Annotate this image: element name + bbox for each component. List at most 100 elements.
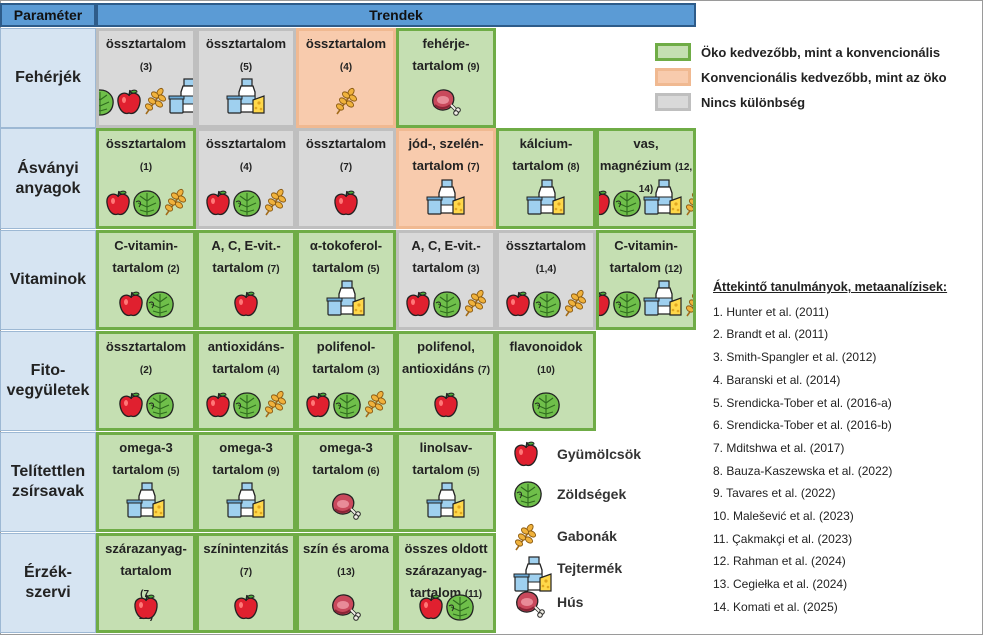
legend-swatch-conv xyxy=(655,68,691,86)
apple-icon xyxy=(599,189,611,222)
cell-icons xyxy=(399,480,493,525)
row-label: Érzék- szervi xyxy=(0,533,96,633)
trend-cell-eco: flavonoidok (10) xyxy=(496,331,596,431)
cell-reference: (5) xyxy=(239,62,253,74)
cell-reference: (13) xyxy=(337,567,355,579)
cell-icons xyxy=(199,76,293,121)
cell-icons xyxy=(99,76,193,121)
trend-cell-none: össztartalom (1,4) xyxy=(496,230,596,330)
cell-text: antioxidáns- tartalom (4) xyxy=(199,336,293,380)
dairy-icon xyxy=(526,177,566,222)
cell-text: össztartalom (3) xyxy=(99,33,193,77)
apple-icon xyxy=(116,88,142,121)
cell-text: vas, magnézium (12, 14) xyxy=(599,133,693,199)
parameter-header: Paraméter xyxy=(0,3,96,27)
cell-reference: (7) xyxy=(339,162,353,174)
trend-cell-conv: össztartalom (4) xyxy=(296,28,396,128)
icon-legend-label: Zöldségek xyxy=(557,486,627,502)
reference-item: 10. Malešević et al. (2023) xyxy=(713,509,854,524)
cell-text: össztartalom (1) xyxy=(99,133,193,177)
wheat-icon xyxy=(563,288,587,323)
cell-text: omega-3 tartalom (9) xyxy=(199,437,293,481)
row-label: Fito- vegyületek xyxy=(0,331,96,431)
cabbage-icon xyxy=(432,290,462,323)
cell-parameter: α-tokoferol- tartalom xyxy=(309,238,383,276)
cell-text: A, C, E-vit.- tartalom (7) xyxy=(199,235,293,279)
cell-reference: (5) xyxy=(467,466,480,478)
trend-cell-eco: C-vitamin- tartalom (2) xyxy=(96,230,196,330)
apple-icon xyxy=(305,391,331,424)
reference-title: Áttekintő tanulmányok, metaanalízisek: xyxy=(713,280,948,294)
cell-reference: (10) xyxy=(537,365,555,377)
trend-cell-none: össztartalom (3) xyxy=(96,28,196,128)
reference-item: 1. Hunter et al. (2011) xyxy=(713,304,829,319)
cell-parameter: össztartalom xyxy=(305,136,387,151)
cell-parameter: antioxidáns- tartalom xyxy=(207,339,285,377)
cell-icons xyxy=(499,288,593,323)
cell-parameter: szárazanyag- tartalom xyxy=(105,541,187,579)
cabbage-icon xyxy=(332,391,362,424)
apple-icon xyxy=(418,593,444,626)
cell-icons xyxy=(199,187,293,222)
wheat-icon xyxy=(163,187,187,222)
cell-icons xyxy=(99,480,193,525)
reference-item: 5. Srendicka-Tober et al. (2016-a) xyxy=(713,395,892,410)
cell-reference: (11) xyxy=(464,589,483,601)
cabbage-icon xyxy=(513,480,543,511)
wheat-icon xyxy=(513,522,537,555)
cabbage-icon xyxy=(99,88,115,121)
cell-parameter: fehérje- tartalom xyxy=(412,36,470,74)
meat-icon xyxy=(329,591,363,626)
cell-parameter: A, C, E-vit.- tartalom xyxy=(211,238,281,276)
trend-cell-eco: szárazanyag- tartalom (7, 12) xyxy=(96,533,196,633)
cell-parameter: flavonoidok xyxy=(509,339,583,354)
cabbage-icon xyxy=(612,189,642,222)
cell-reference: (12, 14) xyxy=(638,162,693,196)
reference-item: 13. Cegiełka et al. (2024) xyxy=(713,577,848,592)
wheat-icon xyxy=(334,86,358,121)
dairy-icon xyxy=(126,480,166,525)
trends-header: Trendek xyxy=(96,3,696,27)
row-label: Fehérjék xyxy=(0,28,96,128)
trend-cell-none: A, C, E-vit.- tartalom (3) xyxy=(396,230,496,330)
cell-text: polifenol- tartalom (3) xyxy=(299,336,393,380)
cell-reference: (3) xyxy=(467,264,480,276)
meat-icon xyxy=(429,86,463,121)
reference-item: 2. Brandt et al. (2011) xyxy=(713,327,829,342)
apple-icon xyxy=(513,440,539,471)
cell-icons xyxy=(299,278,393,323)
cell-icons xyxy=(499,391,593,424)
apple-icon xyxy=(505,290,531,323)
cell-parameter: színintenzitás xyxy=(203,541,289,556)
cell-parameter: össztartalom xyxy=(105,339,187,354)
row-label: Ásványi anyagok xyxy=(0,128,96,229)
cell-icons xyxy=(399,593,493,626)
cell-reference: (4) xyxy=(239,162,253,174)
cell-reference: (7) xyxy=(267,264,280,276)
cell-text: flavonoidok (10) xyxy=(499,336,593,380)
trend-cell-eco: fehérje- tartalom (9) xyxy=(396,28,496,128)
cell-icons xyxy=(399,391,493,424)
cell-icons xyxy=(399,86,493,121)
trend-cell-eco: C-vitamin- tartalom (12) xyxy=(596,230,696,330)
apple-icon xyxy=(118,290,144,323)
apple-icon xyxy=(118,391,144,424)
cabbage-icon xyxy=(232,189,262,222)
legend-swatch-none xyxy=(655,93,691,111)
trend-cell-eco: antioxidáns- tartalom (4) xyxy=(196,331,296,431)
apple-icon xyxy=(333,189,359,222)
cell-reference: (4) xyxy=(267,365,280,377)
legend-label-conv: Konvencionális kedvezőbb, mint az öko xyxy=(701,70,947,85)
trend-cell-eco: össztartalom (2) xyxy=(96,331,196,431)
cabbage-icon xyxy=(445,593,475,626)
apple-icon xyxy=(433,391,459,424)
cell-text: polifenol, antioxidáns (7) xyxy=(399,336,493,380)
cell-reference: (4) xyxy=(339,62,353,74)
cell-icons xyxy=(199,290,293,323)
trend-cell-eco: szín és aroma (13) xyxy=(296,533,396,633)
cell-text: C-vitamin- tartalom (12) xyxy=(599,235,693,279)
cabbage-icon xyxy=(532,290,562,323)
legend-label-none: Nincs különbség xyxy=(701,95,806,110)
cell-icons xyxy=(399,288,493,323)
wheat-icon xyxy=(143,86,167,121)
